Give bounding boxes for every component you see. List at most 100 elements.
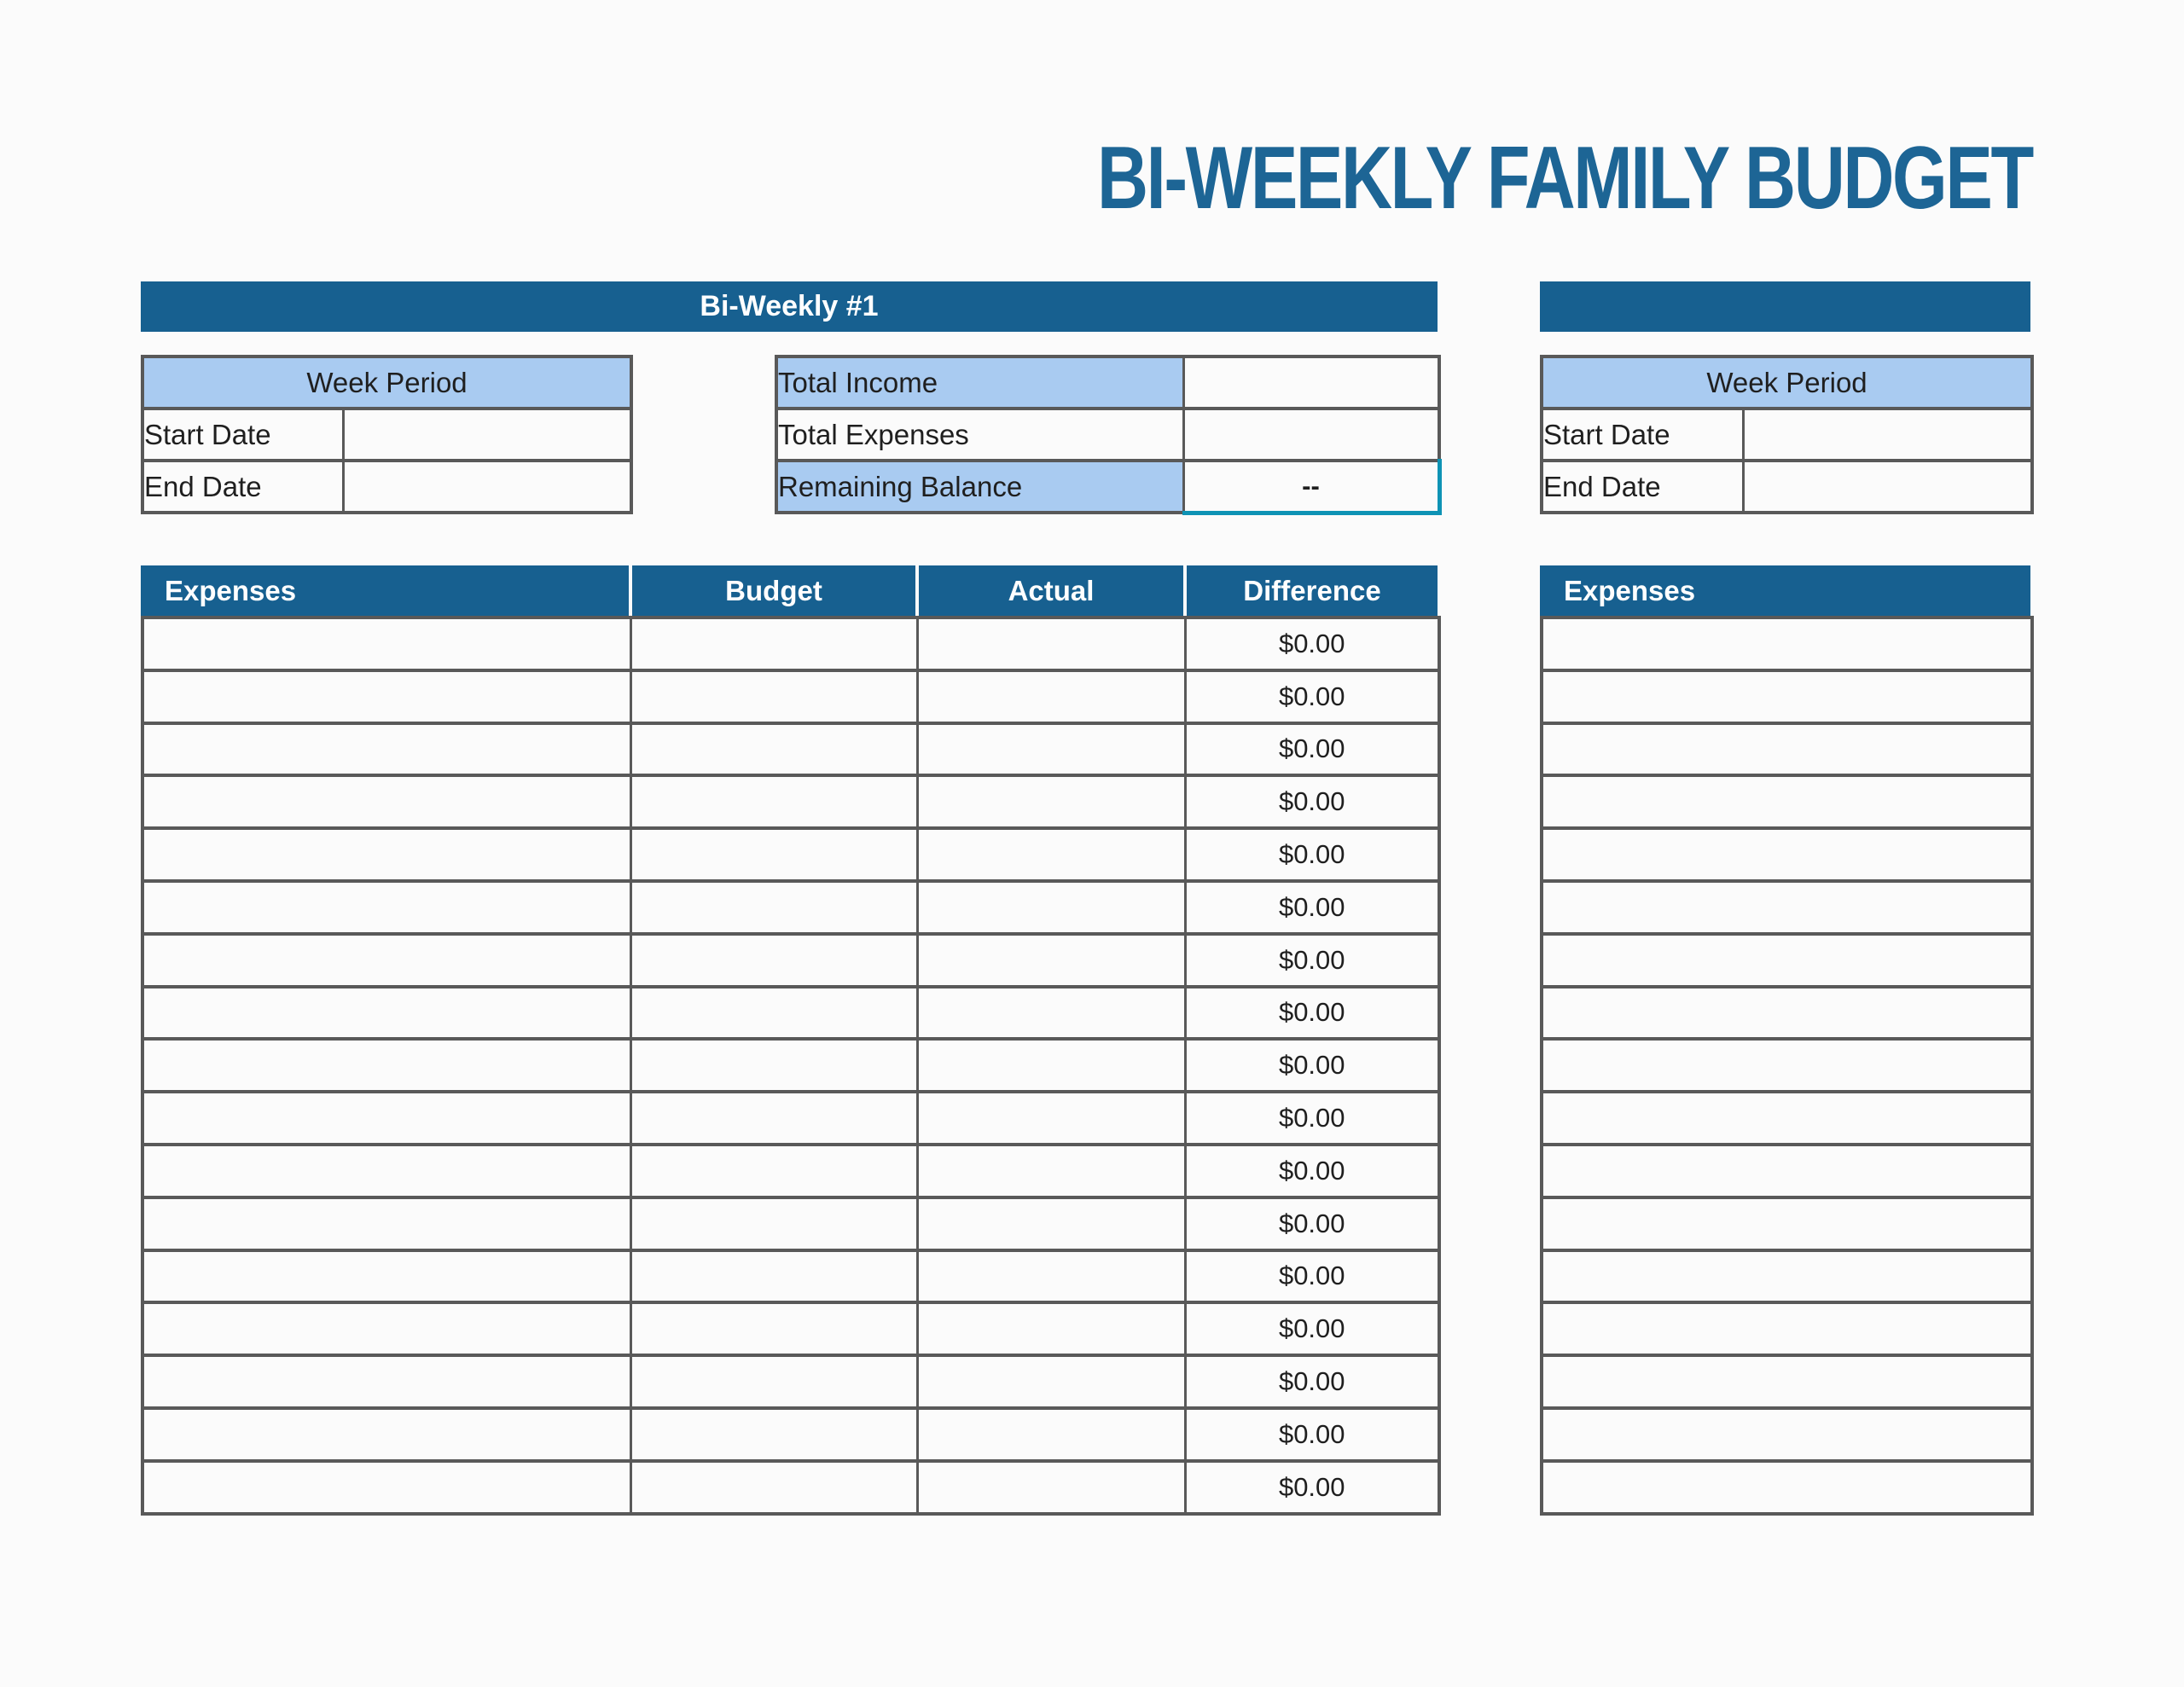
expense-cell[interactable] [1540,984,2034,1041]
actual-cell[interactable] [915,1195,1187,1252]
table-row: $0.00 [141,1248,1441,1305]
difference-cell[interactable]: $0.00 [1183,826,1441,883]
difference-cell[interactable]: $0.00 [1183,931,1441,988]
expense-cell[interactable] [141,1406,632,1463]
expense-cell[interactable] [1540,616,2034,672]
actual-cell[interactable] [915,931,1187,988]
table-row [1540,1406,2034,1463]
expense-cell[interactable] [1540,1037,2034,1094]
actual-cell[interactable] [915,1354,1187,1410]
expense-cell[interactable] [1540,1142,2034,1199]
actual-cell[interactable] [915,616,1187,672]
total-expenses-label: Total Expenses [775,407,1185,462]
actual-cell[interactable] [915,668,1187,725]
expense-cell[interactable] [1540,668,2034,725]
total-income-cell[interactable] [1182,355,1441,410]
actual-cell[interactable] [915,1090,1187,1146]
budget-cell[interactable] [629,668,919,725]
expense-cell[interactable] [141,774,632,831]
budget-cell[interactable] [629,1090,919,1146]
expense-cell[interactable] [1540,774,2034,831]
actual-cell[interactable] [915,1301,1187,1358]
difference-cell[interactable]: $0.00 [1183,1195,1441,1252]
expense-cell[interactable] [141,1037,632,1094]
difference-cell[interactable]: $0.00 [1183,878,1441,936]
actual-cell[interactable] [915,1458,1187,1516]
expense-cell[interactable] [141,1142,632,1199]
start-date-cell[interactable] [1741,407,2034,462]
expense-cell[interactable] [141,1458,632,1516]
expense-cell[interactable] [1540,721,2034,778]
end-date-cell[interactable] [1741,459,2034,514]
total-income-label: Total Income [775,355,1185,410]
actual-cell[interactable] [915,1406,1187,1463]
expense-cell[interactable] [1540,1090,2034,1146]
difference-cell[interactable]: $0.00 [1183,1406,1441,1463]
expense-cell[interactable] [1540,878,2034,936]
expense-cell[interactable] [1540,1354,2034,1410]
expense-cell[interactable] [1540,1458,2034,1516]
difference-cell[interactable]: $0.00 [1183,1301,1441,1358]
budget-cell[interactable] [629,1195,919,1252]
budget-cell[interactable] [629,1142,919,1199]
expense-cell[interactable] [1540,1301,2034,1358]
difference-cell[interactable]: $0.00 [1183,1142,1441,1199]
budget-cell[interactable] [629,721,919,778]
expense-cell[interactable] [141,1090,632,1146]
expense-cell[interactable] [141,826,632,883]
budget-cell[interactable] [629,1458,919,1516]
budget-cell[interactable] [629,826,919,883]
actual-cell[interactable] [915,1248,1187,1305]
expense-cell[interactable] [141,1248,632,1305]
total-expenses-cell[interactable] [1182,407,1441,462]
actual-cell[interactable] [915,721,1187,778]
difference-cell[interactable]: $0.00 [1183,1458,1441,1516]
difference-cell[interactable]: $0.00 [1183,668,1441,725]
table-row [1540,1354,2034,1410]
expense-cell[interactable] [141,931,632,988]
remaining-balance-cell[interactable]: -- [1182,459,1442,515]
expense-cell[interactable] [141,878,632,936]
difference-cell[interactable]: $0.00 [1183,1354,1441,1410]
budget-cell[interactable] [629,1037,919,1094]
expense-cell[interactable] [1540,931,2034,988]
difference-cell[interactable]: $0.00 [1183,616,1441,672]
budget-cell[interactable] [629,984,919,1041]
end-date-cell[interactable] [341,459,633,514]
budget-cell[interactable] [629,931,919,988]
expense-cell[interactable] [141,721,632,778]
actual-cell[interactable] [915,774,1187,831]
actual-cell[interactable] [915,1037,1187,1094]
difference-cell[interactable]: $0.00 [1183,721,1441,778]
expense-cell[interactable] [1540,826,2034,883]
actual-cell[interactable] [915,826,1187,883]
expense-cell[interactable] [141,1354,632,1410]
expense-cell[interactable] [141,616,632,672]
expense-cell[interactable] [141,1195,632,1252]
actual-cell[interactable] [915,984,1187,1041]
table-row: $0.00 [141,721,1441,778]
actual-cell[interactable] [915,878,1187,936]
table-row [1540,1248,2034,1305]
budget-cell[interactable] [629,1248,919,1305]
start-date-cell[interactable] [341,407,633,462]
difference-cell[interactable]: $0.00 [1183,774,1441,831]
expense-cell[interactable] [1540,1248,2034,1305]
expense-cell[interactable] [1540,1195,2034,1252]
budget-cell[interactable] [629,616,919,672]
expense-cell[interactable] [1540,1406,2034,1463]
difference-cell[interactable]: $0.00 [1183,1090,1441,1146]
budget-cell[interactable] [629,878,919,936]
expense-cell[interactable] [141,984,632,1041]
expense-cell[interactable] [141,1301,632,1358]
expense-cell[interactable] [141,668,632,725]
difference-cell[interactable]: $0.00 [1183,1037,1441,1094]
budget-cell[interactable] [629,774,919,831]
difference-cell[interactable]: $0.00 [1183,984,1441,1041]
column-header-actual: Actual [915,565,1183,616]
budget-cell[interactable] [629,1301,919,1358]
budget-cell[interactable] [629,1354,919,1410]
actual-cell[interactable] [915,1142,1187,1199]
difference-cell[interactable]: $0.00 [1183,1248,1441,1305]
budget-cell[interactable] [629,1406,919,1463]
